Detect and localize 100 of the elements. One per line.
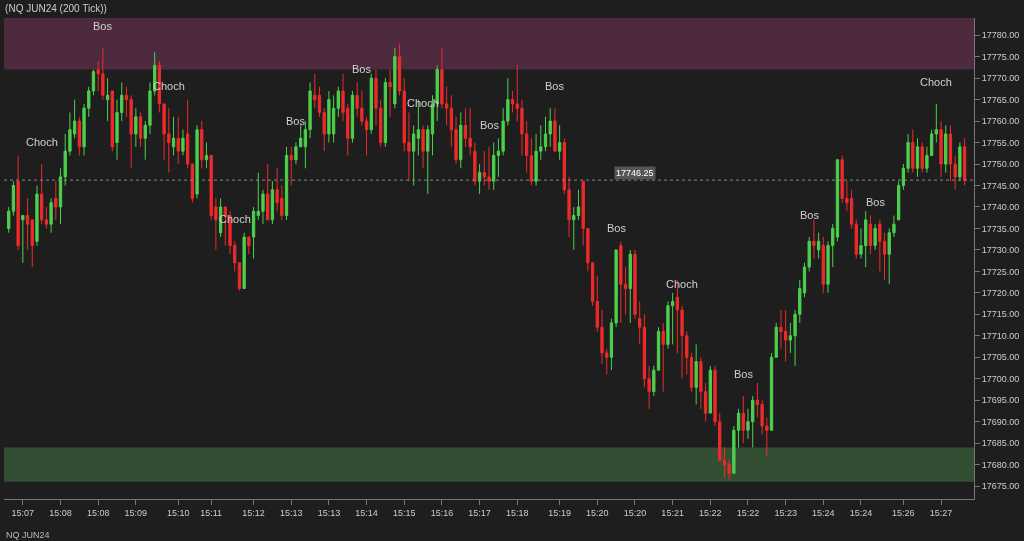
x-tick-label: 15:20 [623, 507, 647, 518]
y-tick-label: 17735.00 [981, 223, 1020, 234]
candlestick [708, 365, 712, 414]
candlestick [628, 249, 632, 324]
x-tick-label: 15:14 [355, 507, 378, 518]
candlestick [816, 232, 821, 259]
candlestick [195, 124, 199, 199]
annotation: Bos [800, 209, 820, 221]
candlestick [958, 142, 962, 182]
candlestick [171, 116, 176, 156]
y-tick-label: 17775.00 [981, 51, 1020, 62]
candlestick [873, 223, 877, 251]
y-tick-label: 17705.00 [981, 352, 1020, 363]
x-tick-label: 15:20 [586, 507, 609, 518]
candlestick [633, 249, 637, 320]
candlestick [661, 322, 665, 393]
annotation: Bos [607, 222, 627, 234]
candlestick [336, 86, 340, 118]
annotation: Bos [734, 368, 754, 380]
candlestick [920, 142, 924, 174]
y-tick-label: 17720.00 [981, 288, 1020, 299]
candlestick [393, 47, 397, 109]
candlestick [134, 107, 138, 148]
y-tick-label: 17770.00 [981, 73, 1020, 84]
candlestick [40, 163, 44, 225]
x-tick-label: 15:11 [200, 507, 223, 518]
y-tick-label: 17710.00 [981, 330, 1020, 341]
x-tick-label: 15:24 [812, 507, 835, 518]
y-tick-label: 17690.00 [981, 416, 1020, 427]
candlestick [529, 137, 534, 186]
x-tick-label: 15:08 [86, 507, 110, 518]
candlestick [138, 111, 143, 148]
candlestick [468, 107, 472, 156]
candlestick [412, 124, 416, 186]
candlestick [557, 124, 562, 161]
candlestick [181, 129, 185, 156]
annotation: Bos [352, 63, 372, 75]
candlestick [821, 236, 825, 294]
candlestick [77, 116, 81, 156]
candlestick [190, 163, 194, 204]
annotation: Bos [286, 115, 306, 127]
candlestick [105, 77, 110, 122]
ref-line-label: 17746.25 [616, 168, 654, 178]
candlestick [331, 94, 336, 144]
x-tick-label: 15:27 [929, 507, 953, 518]
candlestick [388, 69, 392, 118]
y-tick-label: 17750.00 [981, 159, 1020, 170]
y-tick-label: 17725.00 [981, 266, 1020, 277]
candlestick [284, 146, 289, 221]
candlestick [459, 111, 463, 169]
y-tick-label: 17765.00 [981, 94, 1020, 105]
y-tick-label: 17780.00 [981, 30, 1020, 41]
candlestick [242, 232, 246, 290]
candlestick [944, 124, 948, 174]
candlestick [54, 180, 58, 221]
candlestick [868, 215, 873, 255]
candlestick [421, 124, 425, 169]
candlestick [21, 215, 25, 264]
x-tick-label: 15:08 [49, 507, 72, 518]
candlestick [200, 120, 204, 169]
candlestick [327, 90, 331, 144]
annotation: Choch [920, 76, 952, 88]
candlestick [638, 300, 642, 345]
y-tick-label: 17745.00 [981, 180, 1020, 191]
x-tick-label: 15:13 [279, 507, 303, 518]
y-tick-label: 17715.00 [981, 309, 1020, 320]
y-tick-label: 17700.00 [981, 373, 1020, 384]
candlestick [934, 103, 938, 144]
candlestick [670, 292, 675, 345]
x-tick-label: 15:09 [124, 507, 148, 518]
x-tick-label: 15:26 [892, 507, 915, 518]
candlestick [694, 343, 698, 406]
candlestick [548, 107, 552, 148]
chart-title: (NQ JUN24 (200 Tick)) [5, 3, 107, 15]
candlestick [369, 73, 373, 135]
candlestick [16, 154, 20, 251]
candlestick [44, 206, 49, 229]
x-tick-label: 15:23 [774, 507, 797, 518]
annotation: Bos [93, 20, 113, 32]
candlestick [939, 120, 943, 178]
annotation: Choch [26, 136, 58, 148]
candlestick [270, 180, 275, 225]
x-tick-label: 15:22 [699, 507, 722, 518]
candlestick [741, 395, 745, 444]
candlestick [962, 137, 967, 186]
x-tick-label: 15:13 [317, 507, 341, 518]
candlestick [897, 180, 901, 221]
candlestick [911, 129, 915, 174]
y-tick-label: 17760.00 [981, 116, 1020, 127]
candlestick [247, 236, 251, 255]
y-tick-label: 17740.00 [981, 202, 1020, 213]
candlestick [812, 219, 816, 259]
x-tick-label: 15:24 [849, 507, 873, 518]
candlestick [204, 142, 209, 169]
candlestick [619, 240, 623, 324]
candlestick [350, 90, 355, 144]
x-tick-label: 15:21 [661, 507, 684, 518]
candlestick [289, 146, 293, 186]
y-tick-label: 17680.00 [981, 459, 1020, 470]
candlestick [492, 142, 496, 191]
